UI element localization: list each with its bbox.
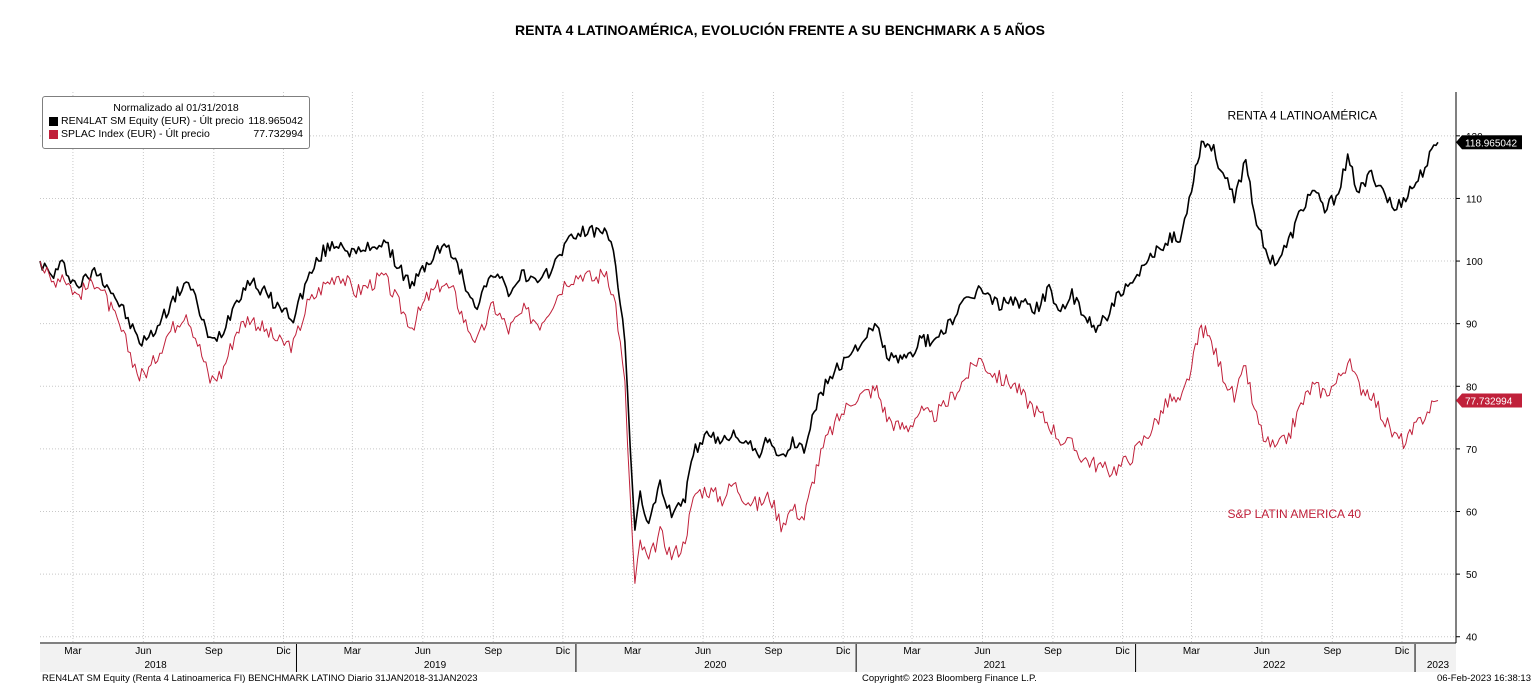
annotation-splac: S&P LATIN AMERICA 40 (1227, 507, 1361, 521)
x-tick-label: Dic (1395, 646, 1409, 657)
last-value-label: 77.732994 (1465, 396, 1513, 407)
x-tick-label: Jun (1254, 646, 1270, 657)
chart-title: RENTA 4 LATINOAMÉRICA, EVOLUCIÓN FRENTE … (515, 22, 1045, 38)
y-tick-label: 50 (1466, 570, 1478, 581)
x-year-label: 2019 (424, 660, 447, 671)
x-year-label: 2022 (1263, 660, 1286, 671)
y-tick-label: 40 (1466, 633, 1478, 644)
annotation-ren4lat: RENTA 4 LATINOAMÉRICA (1227, 108, 1377, 123)
legend-value-ren4lat: 118.965042 (248, 115, 303, 127)
footer-center: Copyright© 2023 Bloomberg Finance L.P. (862, 673, 1037, 684)
x-tick-label: Jun (135, 646, 151, 657)
x-tick-label: Mar (624, 646, 642, 657)
axis-frame (40, 92, 1457, 672)
legend-item-splac: SPLAC Index (EUR) - Últ precio 77.732994 (43, 128, 309, 141)
x-tick-label: Dic (556, 646, 570, 657)
legend-label-ren4lat: REN4LAT SM Equity (EUR) - Últ precio (61, 115, 244, 127)
y-tick-label: 110 (1466, 194, 1482, 205)
x-year-label: 2020 (704, 660, 727, 671)
x-tick-label: Mar (344, 646, 362, 657)
x-tick-label: Mar (64, 646, 82, 657)
last-value-box (1462, 393, 1522, 408)
gridlines (40, 92, 1456, 643)
legend-value-splac: 77.732994 (253, 128, 303, 140)
legend-header: Normalizado al 01/31/2018 (113, 102, 239, 114)
y-tick-label: 90 (1466, 320, 1478, 331)
series-line-ren4lat (39, 140, 1439, 531)
footer-right: 06-Feb-2023 16:38:13 (1436, 673, 1531, 684)
x-year-label: 2021 (984, 660, 1007, 671)
legend-item-ren4lat: REN4LAT SM Equity (EUR) - Últ precio 118… (43, 115, 309, 128)
x-tick-label: Dic (836, 646, 850, 657)
x-tick-label: Jun (974, 646, 990, 657)
x-tick-label: Mar (1183, 646, 1201, 657)
last-value-label: 118.965042 (1465, 138, 1518, 149)
y-tick-label: 80 (1466, 382, 1478, 393)
last-value-tags: 118.965042 77.732994 (1456, 135, 1522, 408)
x-axis-band (40, 644, 1456, 672)
series-lines (39, 140, 1439, 584)
y-tick-label: 70 (1466, 445, 1478, 456)
last-value-box (1462, 135, 1522, 150)
legend: Normalizado al 01/31/2018 REN4LAT SM Equ… (42, 96, 310, 149)
x-tick-label: Jun (695, 646, 711, 657)
legend-label-splac: SPLAC Index (EUR) - Últ precio (61, 128, 210, 140)
x-tick-label: Jun (415, 646, 431, 657)
x-year-label: 2023 (1427, 660, 1450, 671)
x-tick-label: Sep (484, 646, 502, 657)
x-tick-label: Dic (1115, 646, 1129, 657)
y-axis-ticks: 405060708090100110120 (1456, 132, 1483, 644)
last-value-pointer (1456, 393, 1462, 408)
x-axis-ticks: Mar Jun Sep Dic Mar Jun Sep Dic Mar Jun Sep Dic Mar J… (64, 644, 1450, 672)
legend-swatch-ren4lat (49, 117, 58, 126)
footer-left: REN4LAT SM Equity (Renta 4 Latinoamerica… (42, 673, 478, 684)
x-tick-label: Sep (765, 646, 783, 657)
annotations: RENTA 4 LATINOAMÉRICA S&P LATIN AMERICA 4… (1227, 108, 1377, 521)
last-value-pointer (1456, 135, 1462, 150)
x-year-label: 2018 (144, 660, 167, 671)
x-tick-label: Sep (1044, 646, 1062, 657)
x-tick-label: Sep (1323, 646, 1341, 657)
x-tick-label: Dic (276, 646, 290, 657)
y-tick-label: 60 (1466, 508, 1478, 519)
y-tick-label: 100 (1466, 257, 1483, 268)
x-tick-label: Sep (205, 646, 223, 657)
legend-swatch-splac (49, 130, 58, 139)
x-tick-label: Mar (903, 646, 921, 657)
series-line-splac (39, 260, 1439, 584)
